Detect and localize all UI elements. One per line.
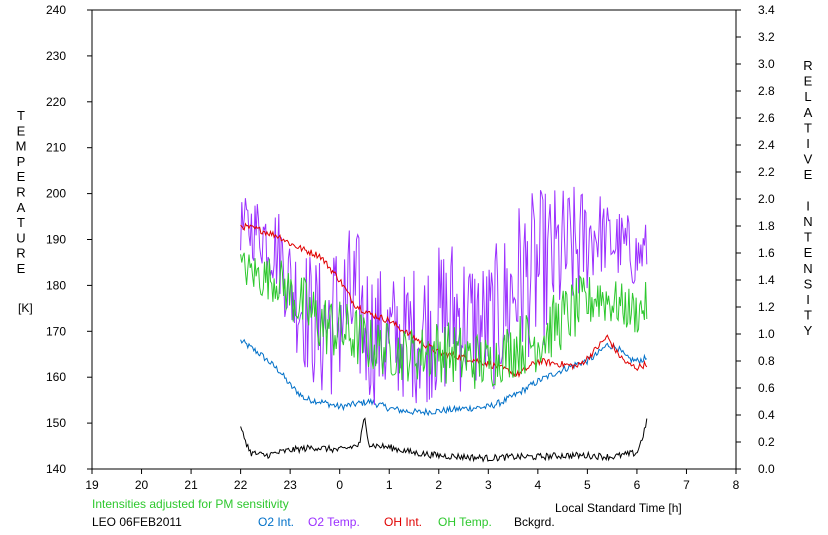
y-right-tick-label: 1.0 — [758, 327, 775, 341]
y-right-title-letter: E — [804, 245, 813, 260]
y-right-tick-label: 1.2 — [758, 300, 775, 314]
x-tick-label: 0 — [336, 478, 343, 492]
legend-o2-temp: O2 Temp. — [308, 515, 360, 529]
y-left-title-letter: P — [17, 154, 26, 169]
y-right-tick-label: 3.0 — [758, 57, 775, 71]
y-left-tick-label: 220 — [46, 95, 66, 109]
y-left-tick-label: 170 — [46, 324, 66, 338]
y-right-title-letter: A — [804, 105, 813, 120]
series-line-bckgrd — [240, 417, 648, 463]
y-left-title-letter: U — [16, 230, 25, 245]
y-left-tick-label: 240 — [46, 3, 66, 17]
y-right-tick-label: 1.6 — [758, 246, 775, 260]
label-layer: 19 20 21 22 23 0 1 2 3 4 5 6 7 8240230220210200190180… — [16, 3, 813, 529]
series-line-oh-temp — [240, 252, 648, 389]
y-right-title-letter: T — [804, 308, 812, 323]
y-right-title-letter: R — [803, 58, 812, 73]
x-tick-label: 2 — [435, 478, 442, 492]
y-right-tick-label: 0.8 — [758, 354, 775, 368]
x-axis-label: Local Standard Time [h] — [555, 501, 682, 515]
y-right-title-letter: S — [804, 276, 813, 291]
y-right-title-letter: L — [804, 89, 811, 104]
station-date-label: LEO 06FEB2011 — [92, 515, 182, 529]
x-tick-label: 23 — [283, 478, 297, 492]
x-tick-label: 7 — [683, 478, 690, 492]
y-left-title-letter: E — [17, 261, 26, 276]
y-left-title-letter: A — [17, 200, 26, 215]
y-right-title-letter: Y — [804, 323, 813, 338]
y-left-title-letter: T — [17, 108, 25, 123]
legend-oh-temp: OH Temp. — [438, 515, 492, 529]
y-right-title-letter: I — [806, 136, 810, 151]
y-left-title-letter: E — [17, 123, 26, 138]
y-right-tick-label: 3.2 — [758, 30, 775, 44]
legend-oh-int: OH Int. — [384, 515, 422, 529]
y-left-title-letter: E — [17, 169, 26, 184]
y-left-title-letter: M — [16, 139, 27, 154]
y-right-tick-label: 0.4 — [758, 408, 775, 422]
y-right-title-letter: N — [803, 261, 812, 276]
legend-o2-int: O2 Int. — [258, 515, 294, 529]
x-tick-label: 20 — [135, 478, 149, 492]
y-left-tick-label: 200 — [46, 187, 66, 201]
y-right-title-letter: V — [804, 152, 813, 167]
x-tick-label: 8 — [733, 478, 740, 492]
y-right-title-letter: I — [806, 292, 810, 307]
axis-layer — [87, 9, 741, 474]
y-left-tick-label: 180 — [46, 278, 66, 292]
y-right-tick-label: 2.2 — [758, 165, 775, 179]
x-tick-label: 5 — [584, 478, 591, 492]
y-right-tick-label: 0.0 — [758, 462, 775, 476]
y-right-title-letter: N — [803, 214, 812, 229]
y-left-unit-label: [K] — [18, 301, 33, 315]
y-right-tick-label: 2.8 — [758, 84, 775, 98]
y-right-tick-label: 0.2 — [758, 435, 775, 449]
y-right-title-letter: I — [806, 198, 810, 213]
y-right-title-letter: E — [804, 74, 813, 89]
x-tick-label: 4 — [535, 478, 542, 492]
x-tick-label: 6 — [634, 478, 641, 492]
y-right-tick-label: 3.4 — [758, 3, 775, 17]
y-right-tick-label: 2.4 — [758, 138, 775, 152]
x-tick-label: 3 — [485, 478, 492, 492]
y-left-title-letter: R — [16, 246, 25, 261]
y-right-title-letter: T — [804, 120, 812, 135]
y-right-tick-label: 2.0 — [758, 192, 775, 206]
y-right-title-letter: T — [804, 230, 812, 245]
y-left-title-letter: T — [17, 215, 25, 230]
series-layer — [240, 186, 648, 463]
y-right-tick-label: 0.6 — [758, 381, 775, 395]
y-left-tick-label: 210 — [46, 141, 66, 155]
y-left-tick-label: 150 — [46, 416, 66, 430]
y-right-tick-label: 1.4 — [758, 273, 775, 287]
series-line-o2-temp — [240, 186, 648, 405]
x-tick-label: 19 — [85, 478, 99, 492]
x-tick-label: 1 — [386, 478, 393, 492]
sensitivity-note: Intensities adjusted for PM sensitivity — [92, 497, 289, 511]
y-right-tick-label: 1.8 — [758, 219, 775, 233]
y-left-tick-label: 190 — [46, 233, 66, 247]
y-right-title-letter: E — [804, 167, 813, 182]
y-left-tick-label: 160 — [46, 370, 66, 384]
x-tick-label: 22 — [234, 478, 248, 492]
y-left-tick-label: 140 — [46, 462, 66, 476]
x-tick-label: 21 — [184, 478, 198, 492]
y-left-title-letter: R — [16, 185, 25, 200]
y-right-tick-label: 2.6 — [758, 111, 775, 125]
y-left-tick-label: 230 — [46, 49, 66, 63]
legend-bckgrd: Bckgrd. — [514, 515, 555, 529]
